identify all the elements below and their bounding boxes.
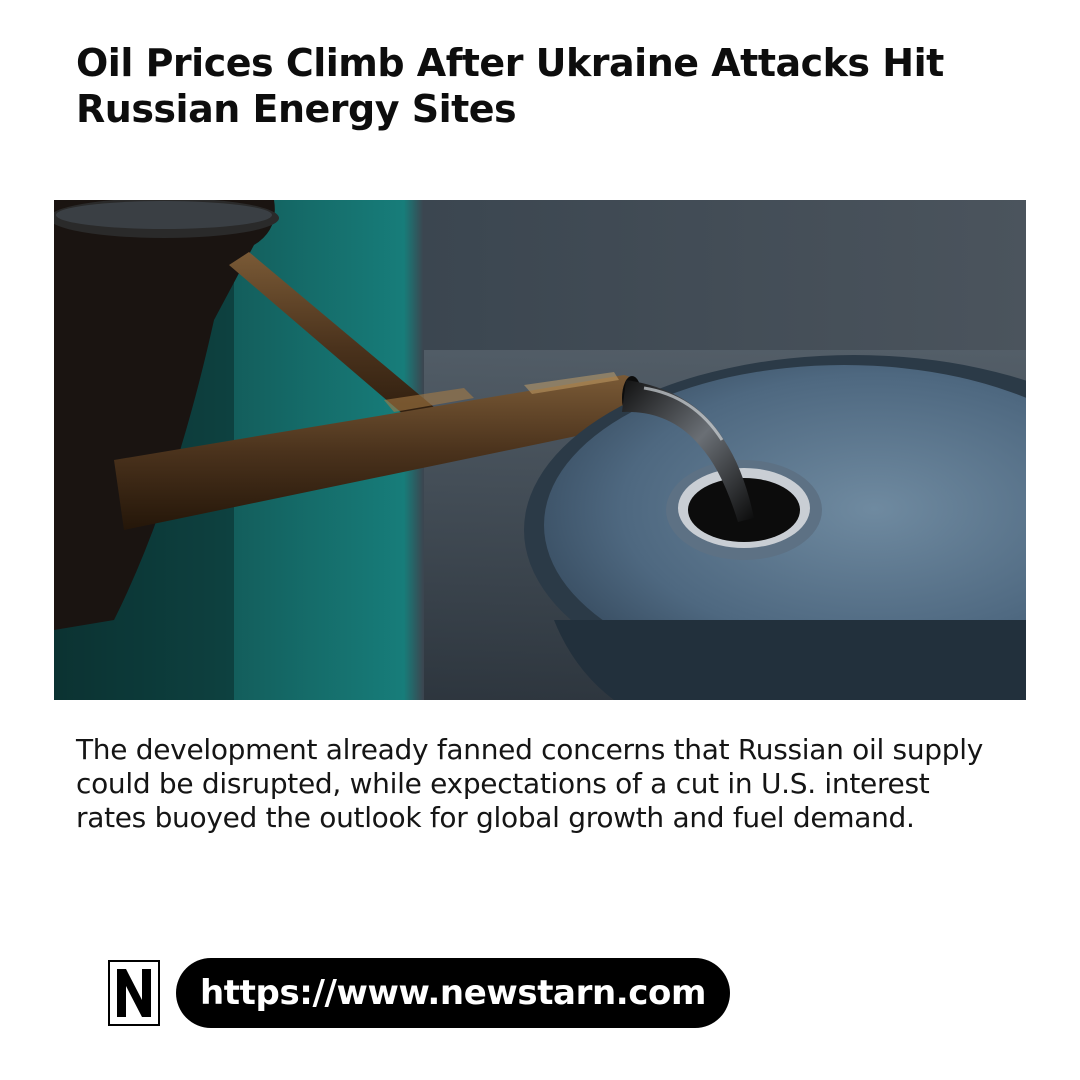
site-url-link[interactable]: https://www.newstarn.com (176, 958, 731, 1028)
footer: https://www.newstarn.com (108, 958, 731, 1028)
newstarn-logo[interactable] (108, 960, 160, 1026)
oil-barrel-illustration (54, 200, 1026, 700)
article-photo (54, 200, 1026, 700)
article-summary: The development already fanned concerns … (76, 733, 983, 834)
headline: Oil Prices Climb After Ukraine Attacks H… (76, 41, 944, 131)
logo-letter-n-icon (117, 969, 151, 1017)
